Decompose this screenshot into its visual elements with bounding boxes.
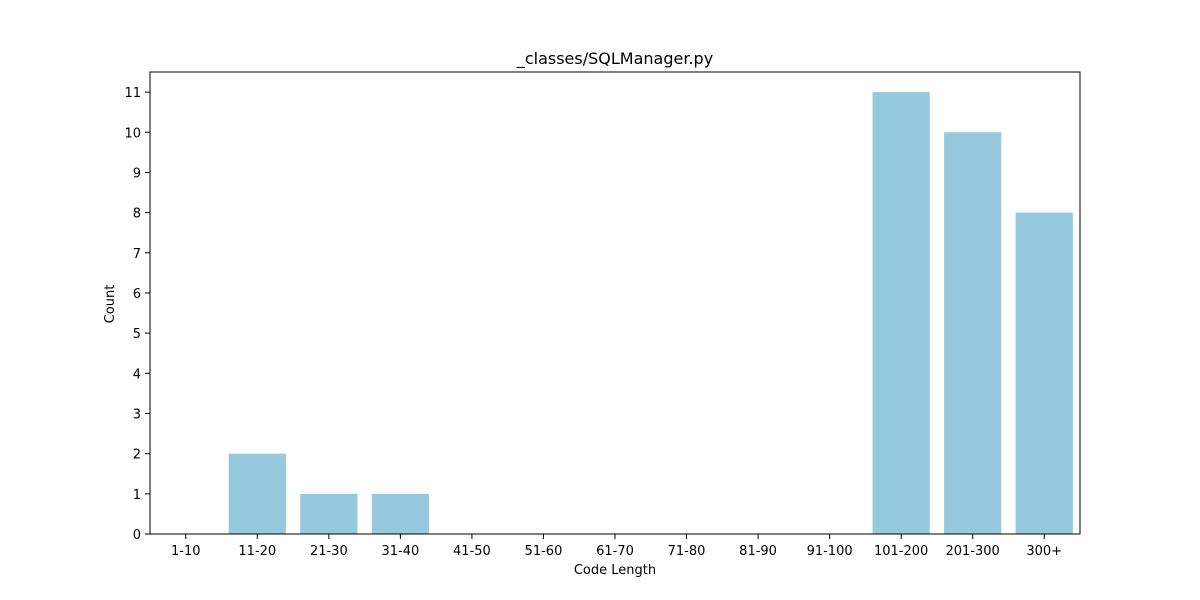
y-axis-ticks: 0 1 2 3 4 5 6 7 8 9 10 11 (124, 86, 150, 543)
plot-frame (149, 71, 1081, 535)
x-tick-label: 31-40 (381, 544, 419, 559)
y-tick-label: 7 (133, 247, 141, 262)
y-tick-label: 5 (133, 327, 141, 342)
chart-title: _classes/SQLManager.py (516, 49, 713, 69)
x-tick-label: 300+ (1026, 544, 1062, 559)
x-tick-label: 201-300 (946, 544, 1000, 559)
y-tick-label: 4 (133, 367, 141, 382)
y-tick-label: 11 (124, 86, 141, 101)
x-tick-label: 81-90 (739, 544, 777, 559)
x-tick-label: 11-20 (238, 544, 276, 559)
x-axis-label: Code Length (574, 563, 656, 578)
x-tick-label: 51-60 (525, 544, 563, 559)
bar-31-40 (371, 493, 429, 534)
y-tick-label: 10 (124, 126, 141, 141)
x-tick-label: 91-100 (807, 544, 853, 559)
x-tick-label: 21-30 (310, 544, 348, 559)
x-axis-ticks: 1-10 11-20 21-30 31-40 41-50 51-60 61-70 71-80 8… (171, 534, 1062, 559)
x-tick-label: 61-70 (596, 544, 634, 559)
x-tick-label: 71-80 (668, 544, 706, 559)
bar-300+ (1015, 212, 1073, 535)
x-tick-label: 1-10 (171, 544, 201, 559)
y-tick-label: 1 (133, 488, 141, 503)
y-tick-label: 0 (133, 528, 141, 543)
bar-21-30 (300, 493, 358, 534)
y-axis-label: Count (103, 285, 118, 324)
y-tick-label: 2 (133, 448, 141, 463)
bar-11-20 (228, 453, 286, 534)
bar-201-300 (944, 132, 1002, 534)
bar-101-200 (872, 92, 930, 534)
x-tick-label: 41-50 (453, 544, 491, 559)
y-tick-label: 9 (133, 166, 141, 181)
y-tick-label: 6 (133, 287, 141, 302)
y-tick-label: 3 (133, 407, 141, 422)
y-tick-label: 8 (133, 207, 141, 222)
x-tick-label: 101-200 (874, 544, 928, 559)
bars (228, 92, 1073, 535)
